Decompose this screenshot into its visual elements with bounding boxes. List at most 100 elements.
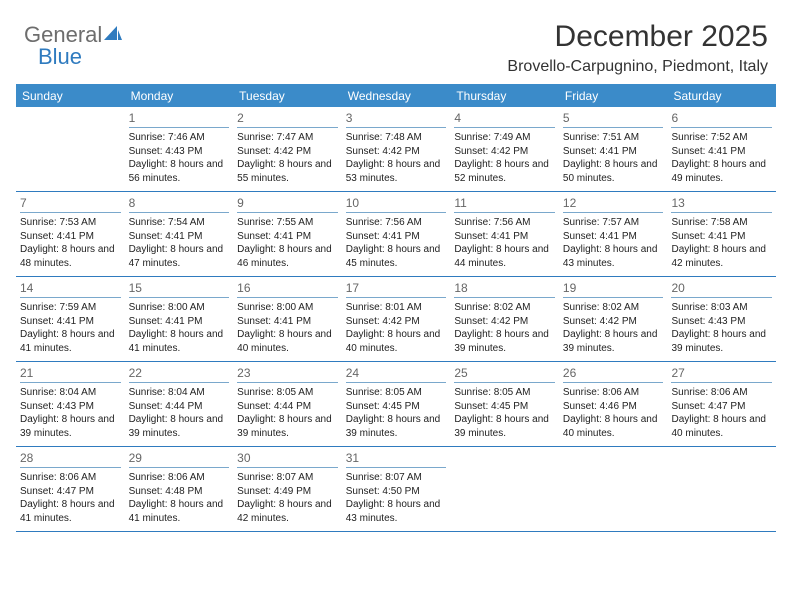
sunset-line: Sunset: 4:43 PM	[129, 145, 230, 159]
day-number: 9	[237, 194, 338, 213]
week-row: 21Sunrise: 8:04 AMSunset: 4:43 PMDayligh…	[16, 362, 776, 447]
day-cell: 20Sunrise: 8:03 AMSunset: 4:43 PMDayligh…	[667, 277, 776, 361]
daylight-line: Daylight: 8 hours and 39 minutes.	[346, 413, 447, 440]
day-header: Friday	[559, 84, 668, 107]
daylight-line: Daylight: 8 hours and 50 minutes.	[563, 158, 664, 185]
day-cell: 12Sunrise: 7:57 AMSunset: 4:41 PMDayligh…	[559, 192, 668, 276]
day-info: Sunrise: 8:07 AMSunset: 4:49 PMDaylight:…	[237, 471, 338, 525]
sunrise-line: Sunrise: 7:48 AM	[346, 131, 447, 145]
daylight-line: Daylight: 8 hours and 45 minutes.	[346, 243, 447, 270]
day-cell: 23Sunrise: 8:05 AMSunset: 4:44 PMDayligh…	[233, 362, 342, 446]
day-cell	[667, 447, 776, 531]
day-cell: 11 Sunrise: 7:56 AMSunset: 4:41 PMDayligh…	[450, 192, 559, 276]
day-number: 27	[671, 364, 772, 383]
day-cell: 4Sunrise: 7:49 AMSunset: 4:42 PMDaylight…	[450, 107, 559, 191]
day-info: Sunrise: 8:06 AMSunset: 4:46 PMDaylight:…	[563, 386, 664, 440]
day-cell: 13Sunrise: 7:58 AMSunset: 4:41 PMDayligh…	[667, 192, 776, 276]
sunrise-line: Sunrise: 7:57 AM	[563, 216, 664, 230]
daylight-line: Daylight: 8 hours and 44 minutes.	[454, 243, 555, 270]
day-cell: 8Sunrise: 7:54 AMSunset: 4:41 PMDaylight…	[125, 192, 234, 276]
day-info: Sunrise: 8:06 AMSunset: 4:48 PMDaylight:…	[129, 471, 230, 525]
day-info: Sunrise: 7:56 AMSunset: 4:41 PMDaylight:…	[346, 216, 447, 270]
day-header-row: SundayMondayTuesdayWednesdayThursdayFrid…	[16, 84, 776, 107]
day-number: 25	[454, 364, 555, 383]
day-header: Saturday	[667, 84, 776, 107]
sunrise-line: Sunrise: 7:58 AM	[671, 216, 772, 230]
daylight-line: Daylight: 8 hours and 41 minutes.	[20, 498, 121, 525]
daylight-line: Daylight: 8 hours and 42 minutes.	[671, 243, 772, 270]
sunset-line: Sunset: 4:41 PM	[454, 230, 555, 244]
page-title: December 2025	[555, 20, 768, 54]
sunrise-line: Sunrise: 8:05 AM	[346, 386, 447, 400]
sunset-line: Sunset: 4:49 PM	[237, 485, 338, 499]
weeks-container: 1Sunrise: 7:46 AMSunset: 4:43 PMDaylight…	[16, 107, 776, 532]
day-info: Sunrise: 7:47 AMSunset: 4:42 PMDaylight:…	[237, 131, 338, 185]
daylight-line: Daylight: 8 hours and 46 minutes.	[237, 243, 338, 270]
day-number: 5	[563, 109, 664, 128]
daylight-line: Daylight: 8 hours and 42 minutes.	[237, 498, 338, 525]
day-info: Sunrise: 8:00 AMSunset: 4:41 PMDaylight:…	[237, 301, 338, 355]
daylight-line: Daylight: 8 hours and 48 minutes.	[20, 243, 121, 270]
day-cell: 29Sunrise: 8:06 AMSunset: 4:48 PMDayligh…	[125, 447, 234, 531]
sunset-line: Sunset: 4:42 PM	[454, 315, 555, 329]
daylight-line: Daylight: 8 hours and 39 minutes.	[237, 413, 338, 440]
daylight-line: Daylight: 8 hours and 39 minutes.	[454, 413, 555, 440]
day-cell: 24Sunrise: 8:05 AMSunset: 4:45 PMDayligh…	[342, 362, 451, 446]
daylight-line: Daylight: 8 hours and 40 minutes.	[237, 328, 338, 355]
sunset-line: Sunset: 4:48 PM	[129, 485, 230, 499]
daylight-line: Daylight: 8 hours and 39 minutes.	[20, 413, 121, 440]
sunrise-line: Sunrise: 8:07 AM	[237, 471, 338, 485]
sunset-line: Sunset: 4:42 PM	[346, 315, 447, 329]
day-info: Sunrise: 7:54 AMSunset: 4:41 PMDaylight:…	[129, 216, 230, 270]
sunset-line: Sunset: 4:41 PM	[563, 145, 664, 159]
sunrise-line: Sunrise: 7:56 AM	[346, 216, 447, 230]
sunset-line: Sunset: 4:42 PM	[237, 145, 338, 159]
sunrise-line: Sunrise: 7:49 AM	[454, 131, 555, 145]
day-info: Sunrise: 8:05 AMSunset: 4:45 PMDaylight:…	[346, 386, 447, 440]
sunrise-line: Sunrise: 8:05 AM	[237, 386, 338, 400]
day-number: 21	[20, 364, 121, 383]
week-row: 7 Sunrise: 7:53 AMSunset: 4:41 PMDaylight…	[16, 192, 776, 277]
daylight-line: Daylight: 8 hours and 41 minutes.	[129, 328, 230, 355]
sunset-line: Sunset: 4:42 PM	[454, 145, 555, 159]
day-info: Sunrise: 7:53 AMSunset: 4:41 PMDaylight:…	[20, 216, 121, 270]
day-cell: 15Sunrise: 8:00 AMSunset: 4:41 PMDayligh…	[125, 277, 234, 361]
day-cell: 21Sunrise: 8:04 AMSunset: 4:43 PMDayligh…	[16, 362, 125, 446]
day-cell: 26Sunrise: 8:06 AMSunset: 4:46 PMDayligh…	[559, 362, 668, 446]
day-cell: 28Sunrise: 8:06 AMSunset: 4:47 PMDayligh…	[16, 447, 125, 531]
sunrise-line: Sunrise: 8:06 AM	[129, 471, 230, 485]
day-info: Sunrise: 7:46 AMSunset: 4:43 PMDaylight:…	[129, 131, 230, 185]
day-number: 15	[129, 279, 230, 298]
day-number: 2	[237, 109, 338, 128]
calendar: SundayMondayTuesdayWednesdayThursdayFrid…	[16, 84, 776, 532]
sunrise-line: Sunrise: 8:00 AM	[237, 301, 338, 315]
day-info: Sunrise: 7:49 AMSunset: 4:42 PMDaylight:…	[454, 131, 555, 185]
daylight-line: Daylight: 8 hours and 55 minutes.	[237, 158, 338, 185]
daylight-line: Daylight: 8 hours and 39 minutes.	[563, 328, 664, 355]
sunrise-line: Sunrise: 8:01 AM	[346, 301, 447, 315]
day-cell: 22Sunrise: 8:04 AMSunset: 4:44 PMDayligh…	[125, 362, 234, 446]
day-number	[563, 449, 664, 467]
day-number: 10	[346, 194, 447, 213]
day-number: 1	[129, 109, 230, 128]
day-cell: 17Sunrise: 8:01 AMSunset: 4:42 PMDayligh…	[342, 277, 451, 361]
sunrise-line: Sunrise: 7:51 AM	[563, 131, 664, 145]
day-number: 16	[237, 279, 338, 298]
day-info: Sunrise: 8:01 AMSunset: 4:42 PMDaylight:…	[346, 301, 447, 355]
day-number	[454, 449, 555, 467]
logo-sail-icon	[104, 26, 122, 42]
day-cell: 18Sunrise: 8:02 AMSunset: 4:42 PMDayligh…	[450, 277, 559, 361]
day-number: 30	[237, 449, 338, 468]
day-header: Thursday	[450, 84, 559, 107]
day-number: 11	[454, 194, 555, 213]
daylight-line: Daylight: 8 hours and 43 minutes.	[563, 243, 664, 270]
sunset-line: Sunset: 4:41 PM	[237, 315, 338, 329]
day-number: 7	[20, 194, 121, 213]
sunrise-line: Sunrise: 7:46 AM	[129, 131, 230, 145]
sunset-line: Sunset: 4:50 PM	[346, 485, 447, 499]
sunrise-line: Sunrise: 7:55 AM	[237, 216, 338, 230]
sunrise-line: Sunrise: 7:59 AM	[20, 301, 121, 315]
day-number: 13	[671, 194, 772, 213]
sunrise-line: Sunrise: 7:56 AM	[454, 216, 555, 230]
day-info: Sunrise: 7:55 AMSunset: 4:41 PMDaylight:…	[237, 216, 338, 270]
